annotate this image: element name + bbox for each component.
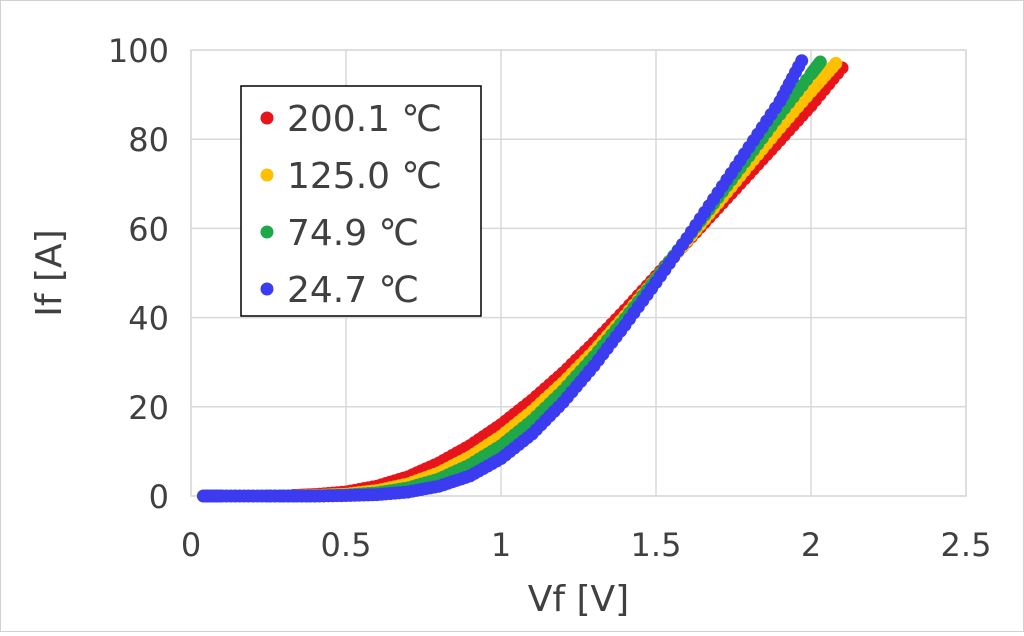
legend-label: 200.1 ℃ xyxy=(287,99,442,140)
series-3 xyxy=(196,54,809,503)
plot-area xyxy=(190,49,967,497)
legend-marker xyxy=(260,111,274,125)
data-point xyxy=(829,56,843,70)
y-axis-label: If [A] xyxy=(29,229,70,316)
x-tick-label: 1 xyxy=(491,526,511,564)
x-tick-label: 1.5 xyxy=(631,526,682,564)
y-tick-label: 0 xyxy=(149,478,169,516)
y-tick-label: 100 xyxy=(108,32,169,70)
legend-label: 125.0 ℃ xyxy=(287,156,442,197)
data-point xyxy=(813,55,827,69)
legend-label: 74.9 ℃ xyxy=(287,213,419,254)
grid xyxy=(190,49,967,497)
x-tick-label: 2.5 xyxy=(941,526,992,564)
y-tick-label: 60 xyxy=(128,210,169,248)
x-axis-label: Vf [V] xyxy=(528,579,629,620)
legend-box xyxy=(240,85,482,317)
legend-marker xyxy=(260,282,274,296)
y-tick-label: 20 xyxy=(128,389,169,427)
y-tick-label: 40 xyxy=(128,300,169,338)
x-tick-label: 0.5 xyxy=(321,526,372,564)
legend-marker xyxy=(260,225,274,239)
series-layer xyxy=(196,54,849,503)
axes: 0 20 40 60 80 100 0 0.5 1 1.5 2 2.5 xyxy=(108,32,992,564)
legend-marker xyxy=(260,168,274,182)
x-tick-label: 0 xyxy=(181,526,201,564)
legend: 200.1 ℃ 125.0 ℃ 74.9 ℃ 24.7 ℃ xyxy=(240,85,482,317)
data-point xyxy=(795,54,809,68)
x-tick-label: 2 xyxy=(801,526,821,564)
y-tick-label: 80 xyxy=(128,121,169,159)
legend-label: 24.7 ℃ xyxy=(287,270,419,311)
